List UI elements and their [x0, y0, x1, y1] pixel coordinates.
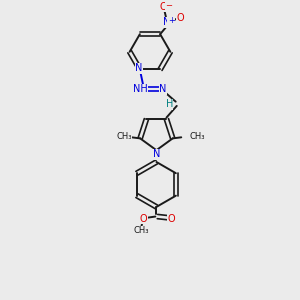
- Text: N: N: [163, 17, 170, 27]
- Text: CH₃: CH₃: [134, 226, 149, 235]
- Text: CH₃: CH₃: [190, 132, 205, 141]
- Text: O: O: [140, 214, 147, 224]
- Text: O: O: [160, 2, 167, 12]
- Text: +: +: [168, 16, 175, 25]
- Text: CH₃: CH₃: [116, 132, 132, 141]
- Text: H: H: [166, 99, 173, 109]
- Text: N: N: [159, 84, 167, 94]
- Text: −: −: [165, 1, 172, 10]
- Text: O: O: [177, 13, 184, 23]
- Text: NH: NH: [133, 84, 148, 94]
- Text: O: O: [168, 214, 175, 224]
- Text: N: N: [153, 149, 160, 160]
- Text: N: N: [135, 63, 142, 73]
